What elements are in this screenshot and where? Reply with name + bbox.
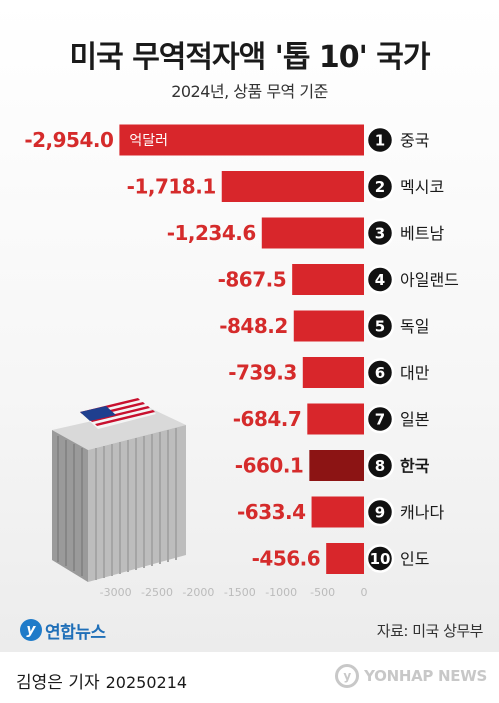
yonhap-logo-icon: y [20,619,42,641]
unit-label: 억달러 [129,133,168,149]
bar [309,450,364,481]
rank-badge [365,125,395,155]
logo-text: 연합뉴스 [45,622,106,643]
source-note: 자료: 미국 상무부 [376,622,484,640]
rank-badge [365,497,395,527]
rank-number: 7 [375,411,385,429]
x-tick-label: -2500 [141,586,173,599]
rank-number: 5 [375,318,385,336]
country-label: 한국 [400,457,430,476]
data-label: -456.6 [252,547,321,571]
country-label: 대만 [400,364,430,383]
data-label: -660.1 [235,454,304,478]
bar [119,124,364,156]
bar [261,217,364,249]
x-tick-label: -2000 [182,586,214,599]
rank-badge [365,544,395,573]
bar [307,403,364,435]
country-label: 인도 [400,550,429,569]
country-label: 독일 [400,317,429,336]
country-label: 아일랜드 [400,271,459,290]
data-label: -739.3 [228,361,297,385]
rank-badge [365,172,395,201]
rank-badge [365,358,395,387]
x-tick-label: -1000 [265,586,297,599]
reporter-name: 김영은 기자 [16,673,100,693]
data-label: -2,954.0 [24,128,113,152]
rank-number: 2 [375,178,385,196]
rank-number: 4 [375,271,385,289]
data-label: -1,718.1 [127,175,216,199]
country-label: 중국 [400,131,429,150]
page-title: 미국 무역적자액 '톱 10' 국가 [69,40,431,75]
rank-number: 1 [375,132,385,150]
country-label: 멕시코 [400,178,444,197]
chart-subtitle: 2024년, 상품 무역 기준 [171,82,328,101]
x-tick-label: -1500 [224,586,256,599]
watermark-logo-icon: y [335,664,360,688]
bar [293,310,364,342]
bar [292,264,364,295]
rank-number: 6 [375,364,385,382]
rank-badge [365,311,395,341]
country-label: 캐나다 [400,503,444,522]
bar-chart: -3000 -2500 -2000 -1500 -1000 -500 0 -2,954.0 1… [24,124,459,599]
rank-badge [365,451,395,480]
rank-number: 3 [375,225,385,243]
rank-badge [365,265,395,294]
yonhap-logo: y 연합뉴스 [20,617,106,643]
publish-date: 20250214 [105,673,188,692]
footer: 김영은 기자 20250214 y YONHAP NEWS [0,652,499,703]
rank-badge [365,404,395,434]
data-label: -684.7 [233,407,302,431]
data-label: -867.5 [218,268,287,292]
country-label: 베트남 [400,224,444,243]
x-tick-label: 0 [361,586,368,599]
reporter-credit: 김영은 기자 20250214 [16,668,187,693]
x-tick-label: -500 [310,586,335,599]
infographic-panel: 미국 무역적자액 '톱 10' 국가 2024년, 상품 무역 기준 [0,0,499,652]
rank-number: 8 [375,457,385,475]
bar [302,357,364,388]
rank-badge [365,218,395,248]
watermark-text: YONHAP NEWS [364,667,487,685]
shipping-container-us-flag-icon [52,398,186,582]
data-label: -848.2 [219,314,288,338]
rank-number: 9 [375,504,385,522]
bar [326,543,364,574]
x-tick-label: -3000 [100,586,132,599]
bar [311,496,364,528]
data-label: -633.4 [237,500,306,524]
bar [221,171,364,202]
watermark: y YONHAP NEWS [335,664,487,688]
country-label: 일본 [400,410,429,429]
data-label: -1,234.6 [167,221,256,245]
rank-number: 10 [370,550,391,568]
